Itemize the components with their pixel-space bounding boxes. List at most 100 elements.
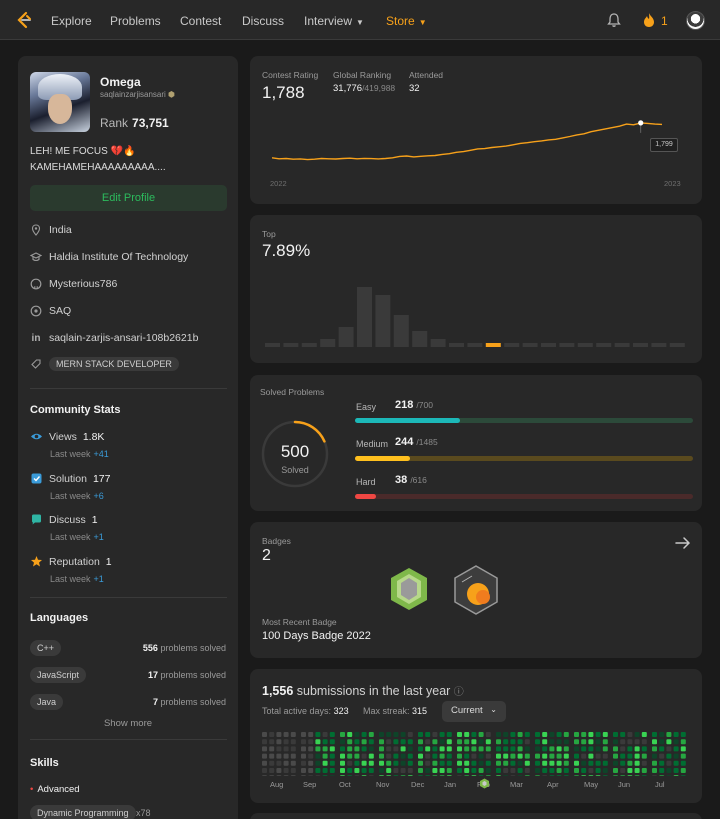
heatmap-cell[interactable] xyxy=(425,775,431,776)
heatmap-cell[interactable] xyxy=(340,753,345,759)
heatmap-cell[interactable] xyxy=(673,753,679,759)
badge-marker-icon[interactable] xyxy=(479,778,490,789)
heatmap-cell[interactable] xyxy=(666,746,672,752)
heatmap-cell[interactable] xyxy=(386,746,392,752)
heatmap-cell[interactable] xyxy=(496,775,501,776)
heatmap-cell[interactable] xyxy=(556,739,562,745)
heatmap-cell[interactable] xyxy=(361,746,367,752)
heatmap-cell[interactable] xyxy=(471,753,477,759)
heatmap-cell[interactable] xyxy=(496,753,501,759)
heatmap-cell[interactable] xyxy=(666,760,672,766)
heatmap-cell[interactable] xyxy=(446,732,452,737)
twitter-link[interactable]: SAQ xyxy=(49,305,72,317)
heatmap-cell[interactable] xyxy=(418,775,423,776)
heatmap-cell[interactable] xyxy=(634,739,640,745)
heatmap-cell[interactable] xyxy=(542,753,548,759)
heatmap-cell[interactable] xyxy=(634,775,640,776)
heatmap-cell[interactable] xyxy=(634,768,640,773)
heatmap-cell[interactable] xyxy=(361,760,367,766)
heatmap-cell[interactable] xyxy=(354,746,360,752)
heatmap-cell[interactable] xyxy=(425,739,431,745)
heatmap-cell[interactable] xyxy=(354,775,360,776)
heatmap-cell[interactable] xyxy=(613,746,618,752)
heatmap-cell[interactable] xyxy=(315,753,321,759)
heatmap-cell[interactable] xyxy=(322,753,328,759)
heatmap-cell[interactable] xyxy=(652,746,657,752)
heatmap-cell[interactable] xyxy=(322,739,328,745)
heatmap-cell[interactable] xyxy=(361,768,367,773)
flame-icon[interactable] xyxy=(642,12,656,28)
heatmap-cell[interactable] xyxy=(439,775,445,776)
heatmap-cell[interactable] xyxy=(574,760,579,766)
heatmap-cell[interactable] xyxy=(581,732,587,737)
heatmap-cell[interactable] xyxy=(510,753,516,759)
heatmap-cell[interactable] xyxy=(652,768,657,773)
heatmap-cell[interactable] xyxy=(641,753,647,759)
heatmap-cell[interactable] xyxy=(563,739,569,745)
rating-line-chart[interactable] xyxy=(272,118,682,166)
year-select-dropdown[interactable]: Current ⌄ xyxy=(442,701,506,722)
heatmap-cell[interactable] xyxy=(556,732,562,737)
histogram-bar[interactable] xyxy=(596,343,612,347)
heatmap-cell[interactable] xyxy=(641,775,647,776)
heatmap-cell[interactable] xyxy=(503,746,509,752)
heatmap-cell[interactable] xyxy=(478,775,484,776)
heatmap-cell[interactable] xyxy=(446,760,452,766)
heatmap-cell[interactable] xyxy=(613,753,618,759)
heatmap-cell[interactable] xyxy=(652,753,657,759)
heatmap-cell[interactable] xyxy=(588,768,594,773)
heatmap-cell[interactable] xyxy=(315,732,321,737)
histogram-bar[interactable] xyxy=(430,339,446,347)
heatmap-cell[interactable] xyxy=(680,739,686,745)
heatmap-cell[interactable] xyxy=(308,732,314,737)
heatmap-cell[interactable] xyxy=(418,732,423,737)
heatmap-cell[interactable] xyxy=(588,753,594,759)
heatmap-cell[interactable] xyxy=(496,768,501,773)
heatmap-cell[interactable] xyxy=(368,732,374,737)
heatmap-cell[interactable] xyxy=(524,732,530,737)
heatmap-cell[interactable] xyxy=(393,739,399,745)
heatmap-cell[interactable] xyxy=(347,760,353,766)
skill-tag-dp[interactable]: Dynamic Programming xyxy=(30,805,136,819)
bell-icon[interactable] xyxy=(606,12,622,28)
heatmap-cell[interactable] xyxy=(478,753,484,759)
histogram-bar[interactable] xyxy=(283,343,299,347)
heatmap-cell[interactable] xyxy=(517,753,523,759)
heatmap-cell[interactable] xyxy=(379,760,384,766)
heatmap-cell[interactable] xyxy=(666,732,672,737)
heatmap-cell[interactable] xyxy=(627,775,633,776)
heatmap-cell[interactable] xyxy=(613,739,618,745)
heatmap-cell[interactable] xyxy=(471,746,477,752)
heatmap-cell[interactable] xyxy=(602,753,608,759)
histogram-bar[interactable] xyxy=(651,343,667,347)
heatmap-cell[interactable] xyxy=(613,732,618,737)
heatmap-cell[interactable] xyxy=(262,746,267,752)
heatmap-cell[interactable] xyxy=(556,775,562,776)
heatmap-cell[interactable] xyxy=(542,739,548,745)
nav-interview[interactable]: Interview ▼ xyxy=(304,14,364,28)
heatmap-cell[interactable] xyxy=(666,739,672,745)
heatmap-cell[interactable] xyxy=(290,746,296,752)
heatmap-cell[interactable] xyxy=(340,760,345,766)
heatmap-cell[interactable] xyxy=(478,768,484,773)
heatmap-cell[interactable] xyxy=(407,753,413,759)
heatmap-cell[interactable] xyxy=(368,753,374,759)
heatmap-cell[interactable] xyxy=(556,768,562,773)
heatmap-cell[interactable] xyxy=(393,760,399,766)
heatmap-cell[interactable] xyxy=(659,775,665,776)
heatmap-cell[interactable] xyxy=(652,732,657,737)
heatmap-cell[interactable] xyxy=(680,775,686,776)
heatmap-cell[interactable] xyxy=(673,732,679,737)
heatmap-cell[interactable] xyxy=(464,775,470,776)
heatmap-cell[interactable] xyxy=(290,760,296,766)
heatmap-cell[interactable] xyxy=(400,775,406,776)
histogram-bar[interactable] xyxy=(577,343,593,347)
heatmap-cell[interactable] xyxy=(439,753,445,759)
heatmap-cell[interactable] xyxy=(673,739,679,745)
heatmap-cell[interactable] xyxy=(425,760,431,766)
heatmap-cell[interactable] xyxy=(542,746,548,752)
heatmap-cell[interactable] xyxy=(400,732,406,737)
heatmap-cell[interactable] xyxy=(432,760,438,766)
heatmap-cell[interactable] xyxy=(368,768,374,773)
heatmap-cell[interactable] xyxy=(457,760,462,766)
